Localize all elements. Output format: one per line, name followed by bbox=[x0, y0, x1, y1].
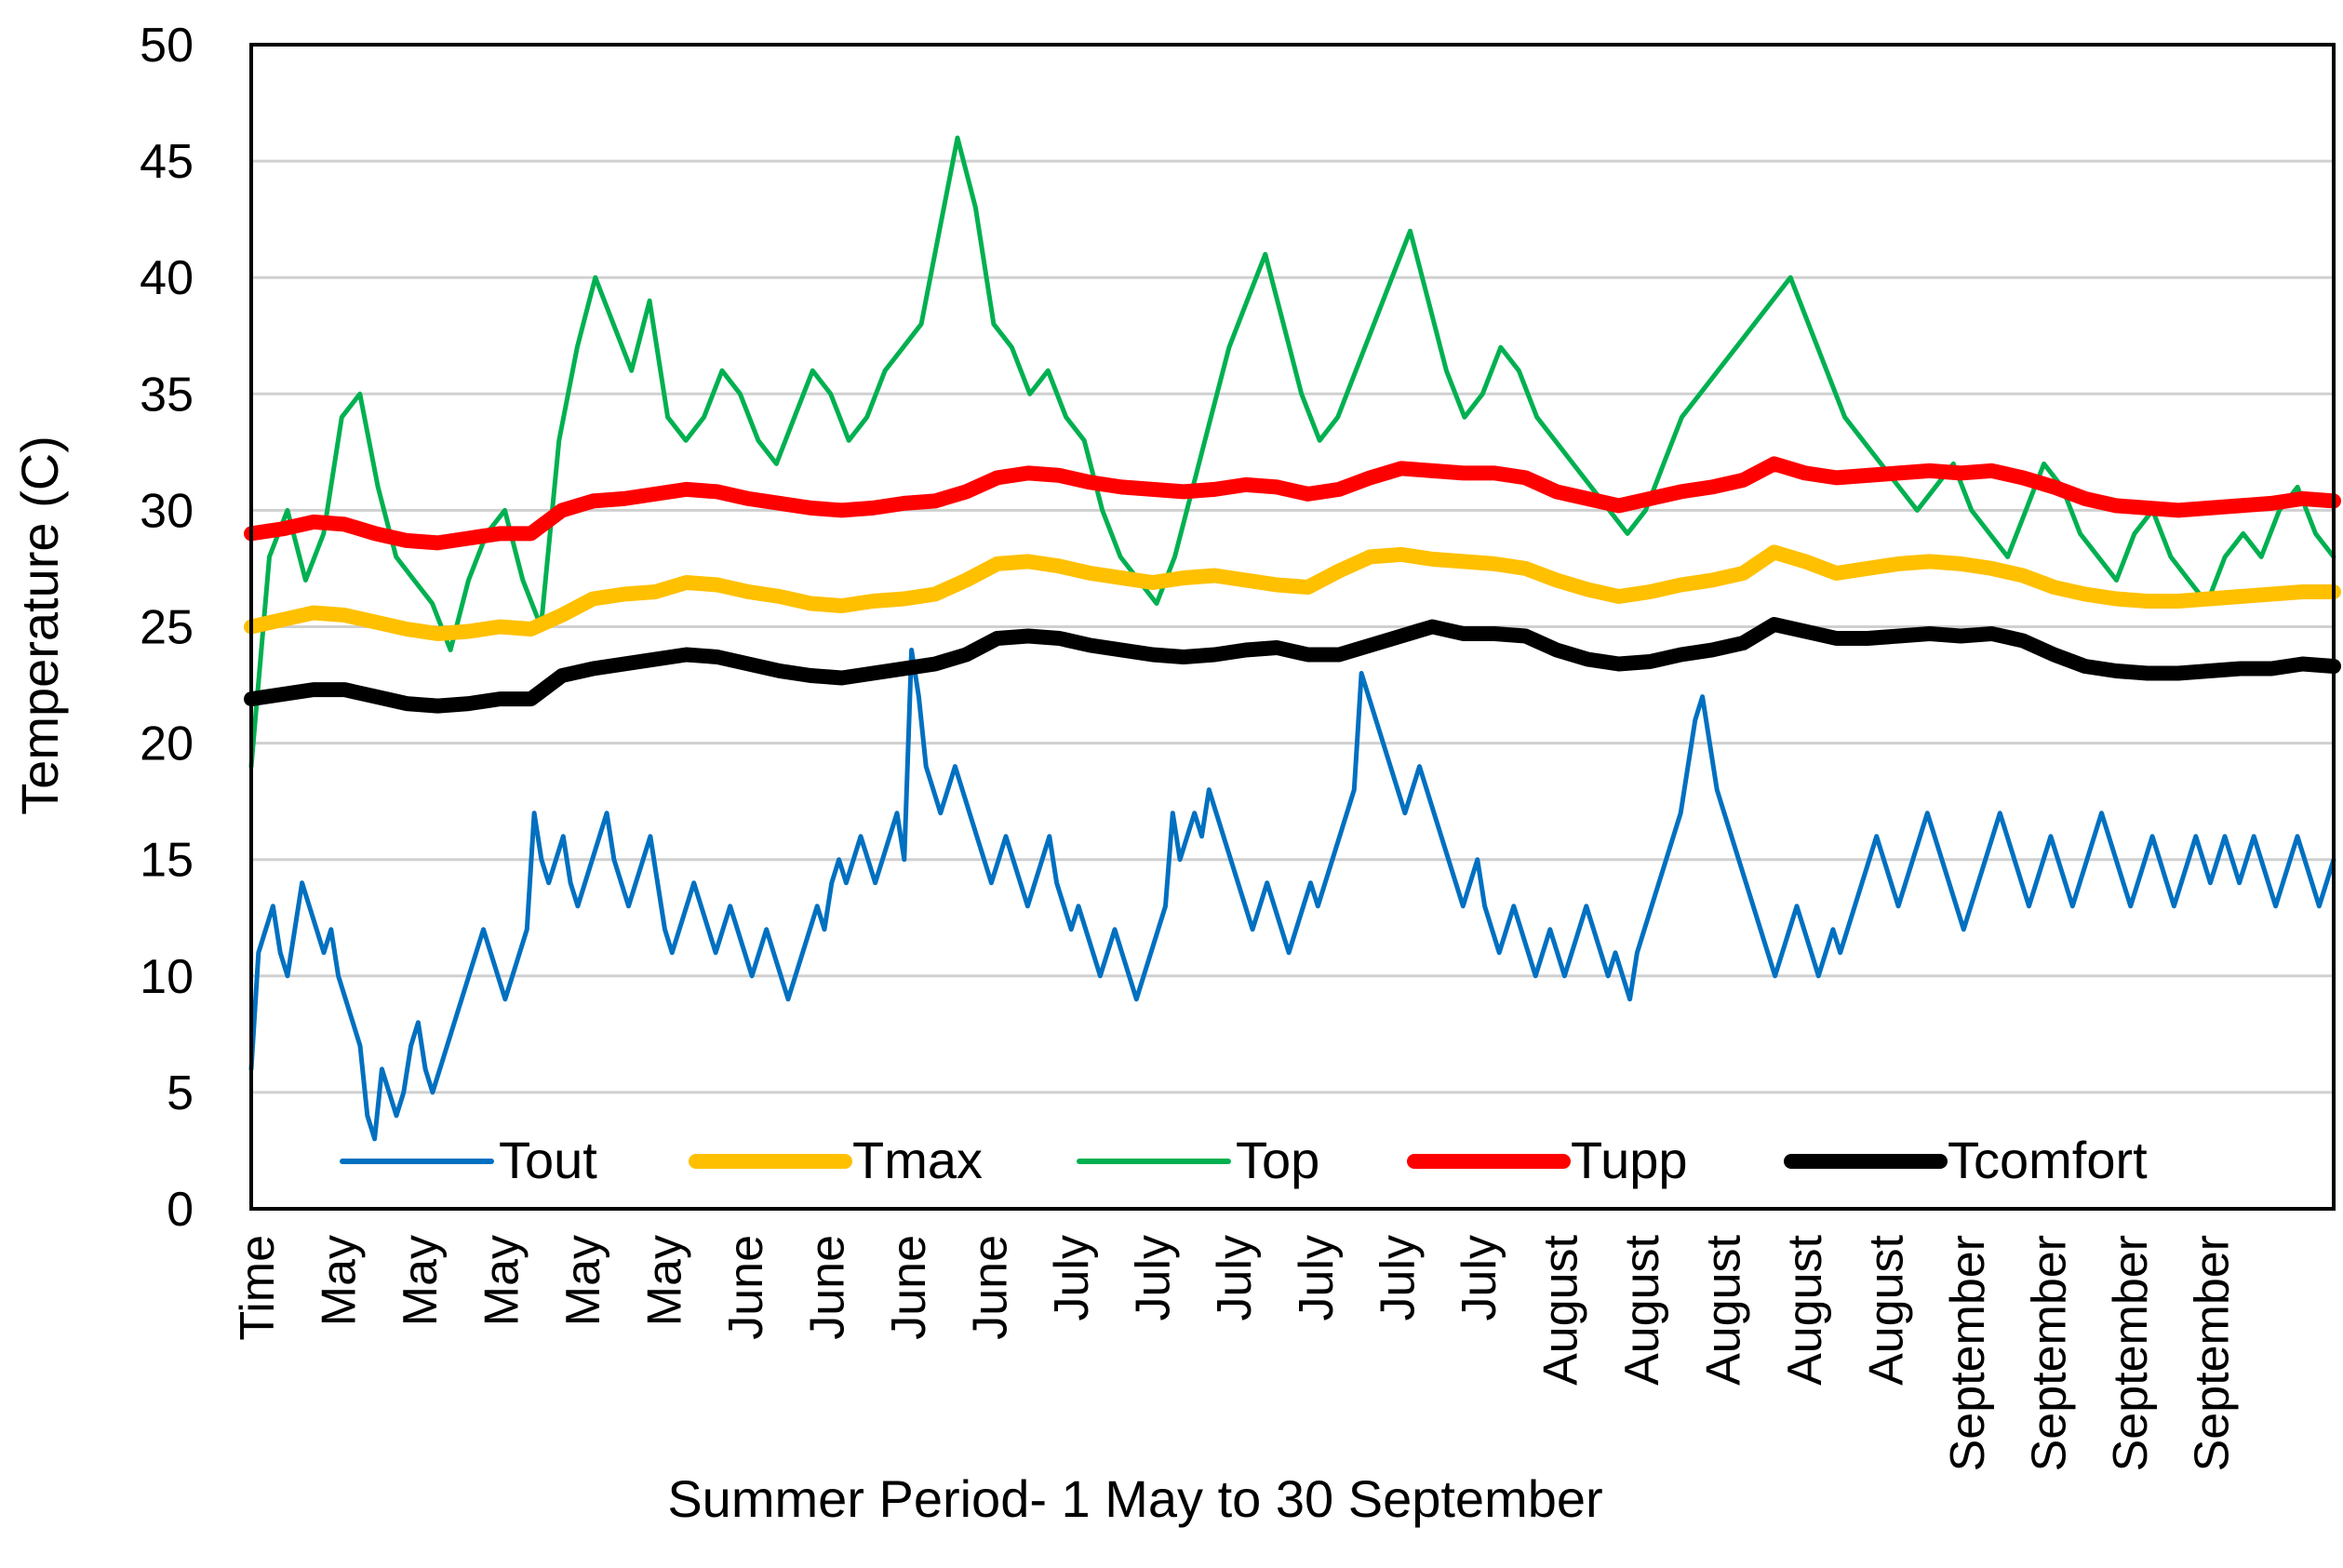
x-tick-label: September bbox=[1941, 1235, 1995, 1471]
y-tick-label: 0 bbox=[167, 1183, 194, 1237]
legend-label-tmax: Tmax bbox=[852, 1131, 983, 1189]
y-axis-tick-labels: 0 5 10 15 20 25 30 35 40 45 50 bbox=[140, 19, 194, 1237]
x-tick-label: September bbox=[2022, 1235, 2076, 1471]
x-tick-label: June bbox=[964, 1235, 1018, 1340]
series-line-tout bbox=[248, 648, 2336, 1142]
x-axis-label: Summer Period- 1 May to 30 September bbox=[667, 1469, 1602, 1528]
y-axis-label: Temperature (C) bbox=[10, 436, 69, 815]
y-tick-label: 40 bbox=[140, 251, 194, 305]
x-tick-label: June bbox=[801, 1235, 855, 1340]
x-tick-label: August bbox=[1615, 1234, 1669, 1385]
x-tick-label: July bbox=[1371, 1235, 1425, 1320]
x-tick-label: June bbox=[882, 1235, 936, 1340]
gridlines bbox=[251, 159, 2334, 1094]
x-tick-label: September bbox=[2104, 1235, 2158, 1471]
x-tick-label: July bbox=[1208, 1235, 1262, 1320]
legend-label-tupp: Tupp bbox=[1571, 1131, 1688, 1189]
legend-label-top: Top bbox=[1236, 1131, 1319, 1189]
y-tick-label: 25 bbox=[140, 601, 194, 655]
series-line-tmax bbox=[244, 544, 2341, 641]
x-tick-label: August bbox=[1859, 1234, 1913, 1385]
y-tick-label: 50 bbox=[140, 19, 194, 73]
legend: Tout Tmax Top Tupp Tcomfort bbox=[340, 1131, 2148, 1189]
x-tick-label: August bbox=[1696, 1234, 1750, 1385]
series-line-top bbox=[248, 135, 2336, 770]
y-tick-label: 30 bbox=[140, 484, 194, 538]
series-lines bbox=[244, 135, 2341, 1142]
x-tick-label: May bbox=[313, 1235, 367, 1326]
legend-label-tcomfort: Tcomfort bbox=[1948, 1131, 2148, 1189]
x-tick-label: July bbox=[1045, 1235, 1099, 1320]
x-axis-tick-labels: Time May May May May May June June June June July J… bbox=[231, 1234, 2239, 1471]
x-tick-label: May bbox=[638, 1235, 692, 1326]
y-tick-label: 35 bbox=[140, 368, 194, 422]
series-line-tupp bbox=[244, 456, 2341, 551]
y-tick-label: 10 bbox=[140, 950, 194, 1004]
x-tick-label: June bbox=[719, 1235, 773, 1340]
plot-area-frame bbox=[249, 43, 2336, 1211]
x-tick-label: July bbox=[1127, 1235, 1181, 1320]
x-tick-label: August bbox=[1533, 1234, 1587, 1385]
y-tick-label: 45 bbox=[140, 135, 194, 189]
x-tick-label: September bbox=[2185, 1235, 2239, 1471]
x-tick-label: May bbox=[475, 1235, 529, 1326]
y-tick-label: 20 bbox=[140, 717, 194, 771]
series-line-tcomfort bbox=[244, 617, 2341, 714]
y-tick-label: 5 bbox=[167, 1066, 194, 1120]
x-tick-label: May bbox=[556, 1235, 610, 1326]
y-tick-label: 15 bbox=[140, 834, 194, 888]
x-tick-label: August bbox=[1778, 1234, 1832, 1385]
x-tick-label: July bbox=[1453, 1235, 1506, 1320]
legend-label-tout: Tout bbox=[499, 1131, 597, 1189]
x-tick-label: May bbox=[394, 1235, 448, 1326]
x-tick-label: Time bbox=[231, 1235, 285, 1341]
x-tick-label: July bbox=[1290, 1235, 1344, 1320]
